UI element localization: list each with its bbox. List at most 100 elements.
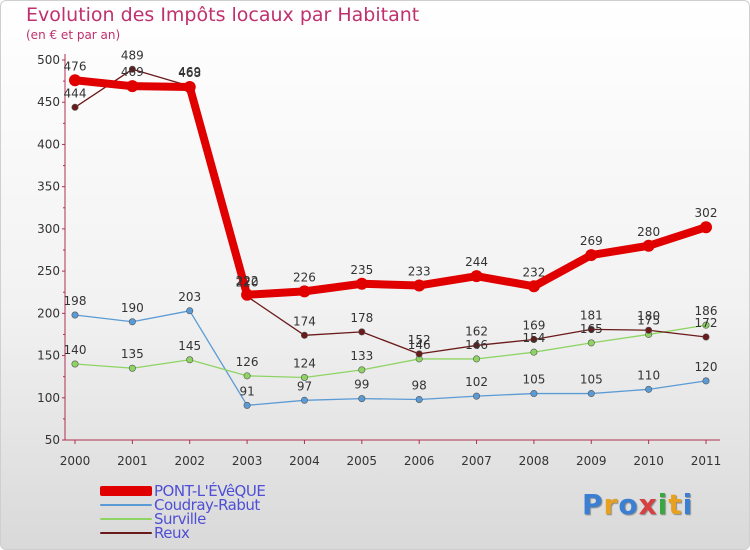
- data-point: [530, 336, 538, 344]
- legend-label: Surville: [154, 510, 206, 528]
- data-point: [473, 392, 481, 400]
- data-label: 152: [408, 333, 431, 347]
- data-label: 222: [236, 274, 259, 288]
- x-tick-label: 2001: [117, 454, 148, 468]
- y-tick-label: 200: [37, 306, 60, 320]
- data-point: [243, 372, 251, 380]
- legend-swatch-coudray-rabut: [100, 504, 152, 506]
- data-point: [645, 326, 653, 334]
- legend-label: Reux: [154, 524, 190, 542]
- data-label: 235: [350, 263, 373, 277]
- data-label: 154: [522, 331, 545, 345]
- data-point: [473, 355, 481, 363]
- proxiti-logo: Proxiti: [582, 488, 693, 521]
- legend-label: Coudray-Rabut: [154, 496, 260, 514]
- y-tick-label: 400: [37, 137, 60, 151]
- data-point: [128, 65, 136, 73]
- data-point: [186, 356, 194, 364]
- data-label: 97: [297, 379, 312, 393]
- x-tick-label: 2011: [691, 454, 722, 468]
- data-label: 468: [178, 66, 201, 80]
- data-point: [702, 333, 710, 341]
- brand-letter: i: [682, 488, 694, 521]
- data-label: 226: [293, 270, 316, 284]
- data-point: [530, 390, 538, 398]
- legend-swatch-surville: [100, 518, 152, 520]
- data-point: [300, 331, 308, 339]
- data-point: [700, 221, 712, 234]
- data-point: [183, 81, 196, 94]
- data-point: [71, 311, 79, 319]
- data-label: 146: [465, 338, 488, 352]
- legend-label: PONT-L'ÉVêQUE: [154, 482, 266, 500]
- x-tick-label: 2003: [232, 454, 263, 468]
- data-label: 172: [695, 316, 718, 330]
- data-label: 145: [178, 339, 201, 353]
- data-label: 469: [121, 65, 144, 79]
- data-point: [243, 401, 251, 409]
- y-tick-label: 450: [37, 95, 60, 109]
- data-point: [358, 328, 366, 336]
- data-label: 476: [64, 59, 87, 73]
- data-point: [587, 339, 595, 347]
- data-label: 244: [465, 255, 488, 269]
- data-point: [415, 395, 423, 403]
- data-point: [69, 74, 81, 87]
- data-label: 174: [293, 314, 316, 328]
- data-label: 105: [580, 373, 603, 387]
- legend-item-reux: Reux: [100, 524, 265, 542]
- data-point: [126, 80, 139, 93]
- data-label: 165: [580, 322, 603, 336]
- y-tick-label: 50: [45, 433, 60, 447]
- data-point: [358, 395, 366, 403]
- data-point: [186, 307, 194, 315]
- data-point: [298, 285, 311, 298]
- data-point: [358, 366, 366, 374]
- legend-swatch-pont-l-eveque: [100, 486, 152, 496]
- x-tick-label: 2006: [404, 454, 435, 468]
- data-point: [71, 360, 79, 368]
- brand-letter: o: [618, 488, 639, 521]
- data-point: [415, 350, 423, 358]
- data-label: 444: [64, 86, 87, 100]
- data-label: 102: [465, 375, 488, 389]
- x-tick-label: 2010: [633, 454, 664, 468]
- data-point: [587, 325, 595, 333]
- data-point: [470, 270, 483, 283]
- data-label: 180: [637, 309, 660, 323]
- x-tick-label: 2009: [576, 454, 607, 468]
- data-label: 469: [178, 65, 201, 79]
- data-label: 190: [121, 301, 144, 315]
- data-point: [527, 280, 540, 293]
- data-point: [702, 377, 710, 385]
- y-tick-label: 250: [37, 264, 60, 278]
- data-label: 203: [178, 290, 201, 304]
- data-label: 175: [637, 313, 660, 327]
- series-line-0: [71, 76, 710, 299]
- data-label: 178: [350, 311, 373, 325]
- brand-letter: i: [657, 488, 669, 521]
- legend-swatch-reux: [100, 532, 152, 534]
- y-tick-label: 150: [37, 349, 60, 363]
- data-point: [413, 279, 426, 292]
- data-label: 120: [695, 360, 718, 374]
- data-label: 302: [695, 206, 718, 220]
- series-line-3: [74, 68, 707, 355]
- data-label: 198: [64, 294, 87, 308]
- brand-letter: P: [582, 488, 604, 521]
- data-point: [355, 277, 368, 290]
- data-point: [702, 321, 710, 329]
- data-point: [300, 396, 308, 404]
- data-label: 186: [695, 304, 718, 318]
- series-line-1: [74, 310, 707, 407]
- x-tick-label: 2002: [174, 454, 205, 468]
- data-label: 110: [637, 368, 660, 382]
- legend-item-pont-l-eveque: PONT-L'ÉVêQUE: [100, 482, 266, 500]
- series-line-2: [74, 324, 707, 379]
- data-point: [645, 385, 653, 393]
- legend-item-coudray-rabut: Coudray-Rabut: [100, 496, 265, 514]
- data-label: 126: [236, 355, 259, 369]
- data-point: [530, 348, 538, 356]
